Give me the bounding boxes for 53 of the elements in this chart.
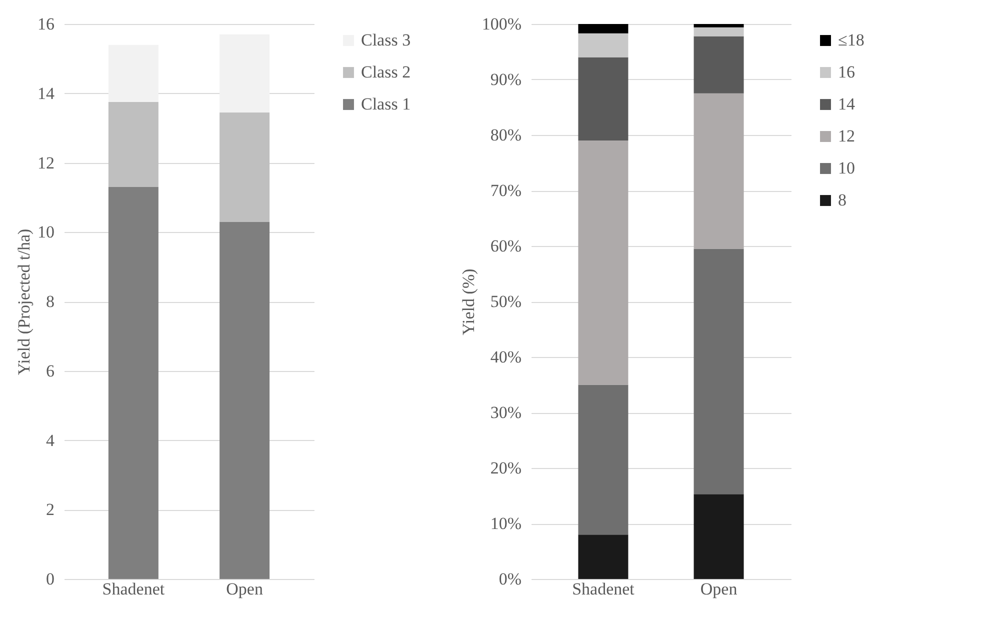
y-tick-label: 16 — [38, 14, 54, 34]
bar — [578, 33, 628, 58]
bar — [108, 187, 158, 579]
bar — [694, 248, 744, 494]
legend-label: Class 3 — [361, 30, 411, 50]
y-tick-label: 100% — [482, 14, 522, 34]
bar — [578, 140, 628, 385]
y-tick-label: 40% — [490, 348, 522, 366]
y-tick-label: 0% — [498, 570, 522, 588]
bar — [578, 534, 628, 579]
y-tick-label: 60% — [490, 236, 522, 256]
y-tick-label: 10 — [38, 222, 54, 242]
bar — [578, 24, 628, 34]
y-tick-label: 12 — [38, 153, 54, 172]
y-tick-label: 14 — [38, 84, 55, 103]
x-tick-label: Shadenet — [102, 580, 165, 598]
y-axis-title: Yield (%) — [458, 268, 478, 336]
legend-label: 8 — [838, 190, 846, 210]
y-tick-label: 4 — [46, 430, 55, 450]
bar — [694, 93, 744, 249]
y-tick-label: 20% — [490, 458, 522, 478]
bar — [108, 102, 158, 188]
legend-label: 16 — [838, 62, 855, 82]
legend-label: 10 — [838, 158, 855, 178]
y-tick-label: 30% — [490, 403, 522, 422]
legend-label: Class 1 — [361, 94, 411, 114]
y-tick-label: 0 — [46, 570, 54, 588]
bar — [220, 34, 270, 112]
y-tick-label: 6 — [46, 361, 54, 380]
y-tick-label: 8 — [46, 292, 54, 311]
y-tick-label: 50% — [490, 292, 522, 311]
legend-label: ≤18 — [838, 30, 864, 50]
y-tick-label: 10% — [490, 514, 522, 533]
legend-label: 12 — [838, 126, 855, 146]
bar — [220, 112, 270, 222]
y-tick-label: 70% — [490, 181, 522, 200]
bar — [578, 57, 628, 141]
bar — [694, 27, 744, 36]
y-tick-label: 80% — [490, 126, 522, 144]
y-axis-title: Yield (Projected t/ha) — [14, 228, 34, 376]
bar — [220, 222, 270, 579]
bar — [694, 494, 744, 579]
y-tick-label: 2 — [46, 500, 54, 520]
x-tick-label: Shadenet — [572, 580, 635, 598]
x-tick-label: Open — [700, 580, 738, 598]
bar — [578, 384, 628, 535]
bar — [694, 24, 744, 28]
x-tick-label: Open — [226, 580, 264, 598]
legend-label: 14 — [838, 94, 856, 114]
bar — [108, 44, 158, 102]
bar — [694, 36, 744, 94]
legend-label: Class 2 — [361, 62, 411, 82]
y-tick-label: 90% — [490, 70, 522, 89]
